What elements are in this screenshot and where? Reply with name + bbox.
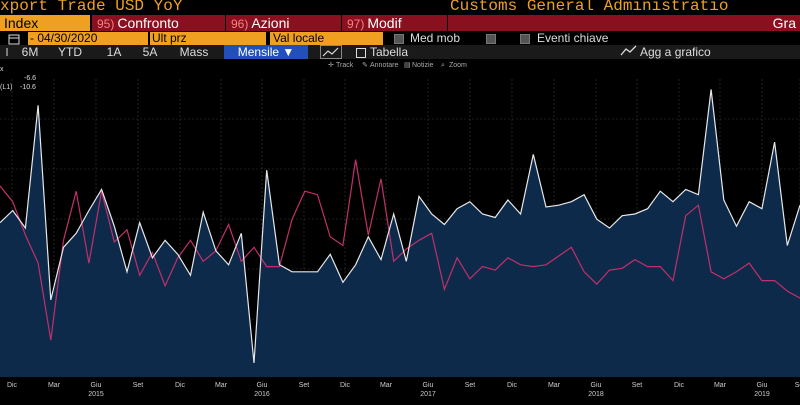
annotate-icon: ✎	[362, 62, 368, 69]
moving-average-checkbox[interactable]	[394, 34, 404, 44]
period-scroll-left-icon[interactable]	[0, 45, 12, 59]
series-title: xport Trade USD YoY	[0, 0, 183, 15]
zoom-label: Zoom	[449, 62, 467, 69]
table-button[interactable]: Tabella	[350, 45, 414, 59]
x-tick-label: Dic	[175, 382, 186, 389]
chart-menu-label: Gra	[772, 15, 796, 31]
x-tick-label: Giu	[591, 382, 602, 389]
legend-line1-prefix: x	[0, 66, 4, 73]
end-date-field[interactable]: - 04/30/2020	[28, 32, 148, 45]
area-series	[0, 89, 800, 377]
add-to-chart-button[interactable]: Agg a grafico	[640, 45, 711, 59]
actions-menu-button[interactable]: 96) Azioni	[226, 15, 341, 31]
x-tick-label: Dic	[340, 382, 351, 389]
x-year-label: 2019	[754, 391, 770, 398]
x-tick-label: Giu	[91, 382, 102, 389]
x-tick-label: Mar	[548, 382, 561, 389]
x-tick-label: Set	[795, 382, 800, 389]
table-label: Tabella	[369, 45, 409, 59]
line-chart[interactable]: Dic Mar Giu Set Dic Mar Giu Set Dic Mar Giu Set Dic M…	[0, 59, 800, 400]
x-tick-label: Mar	[48, 382, 61, 389]
x-tick-label: Mar	[215, 382, 228, 389]
series-source: Customs General Administratio	[450, 0, 729, 15]
annotate-tool[interactable]: ✎ Annotare	[362, 62, 399, 69]
period-ytd-button[interactable]: YTD	[58, 45, 82, 59]
x-tick-label: Dic	[7, 382, 18, 389]
news-icon: ▤	[404, 62, 411, 69]
currency-select[interactable]: Val locale	[270, 32, 383, 45]
chart-legend: x -6.6 (L1) -10.6	[0, 66, 36, 91]
period-max-button[interactable]: Mass	[179, 45, 209, 59]
chart-area[interactable]: Dic Mar Giu Set Dic Mar Giu Set Dic Mar Giu Set Dic M…	[0, 59, 800, 400]
key-events-checkbox[interactable]	[520, 34, 530, 44]
x-tick-label: Mar	[714, 382, 727, 389]
index-label: Index	[4, 15, 39, 31]
chart-menu-button[interactable]: Gra	[448, 15, 800, 31]
track-label: Track	[336, 62, 354, 69]
x-tick-label: Set	[299, 382, 310, 389]
frequency-select[interactable]: Mensile ▼	[224, 45, 308, 59]
actions-menu-label: Azioni	[251, 15, 290, 31]
compare-menu-button[interactable]: 95) Confronto	[92, 15, 225, 31]
x-year-label: 2018	[588, 391, 604, 398]
zoom-tool[interactable]: ⌕ Zoom	[441, 62, 467, 69]
edit-menu-label: Modif	[367, 15, 402, 31]
legend-line2-prefix: (L1)	[0, 84, 12, 91]
price-field-select[interactable]: Ult prz	[150, 32, 266, 45]
x-tick-label: Giu	[757, 382, 768, 389]
table-icon	[355, 47, 366, 58]
x-axis: Dic Mar Giu Set Dic Mar Giu Set Dic Mar Giu Set Dic M…	[7, 382, 800, 398]
x-year-label: 2015	[88, 391, 104, 398]
edit-menu-button[interactable]: 97) Modif	[342, 15, 447, 31]
x-tick-label: Set	[632, 382, 643, 389]
compare-menu-label: Confronto	[117, 15, 179, 31]
x-tick-label: Set	[133, 382, 144, 389]
legend-line1-value: -6.6	[24, 75, 36, 82]
white-series-line	[0, 89, 800, 364]
x-tick-label: Giu	[423, 382, 434, 389]
white-series-area-fill	[0, 89, 800, 377]
title-bar: xport Trade USD YoY Customs General Admi…	[0, 0, 800, 15]
x-year-label: 2016	[254, 391, 270, 398]
legend-line2-value: -10.6	[20, 84, 36, 91]
zoom-icon: ⌕	[441, 62, 445, 69]
chart-toolbar: ✛ Track ✎ Annotare ▤ Notizie ⌕ Zoom	[328, 61, 467, 69]
annotate-label: Annotare	[370, 62, 399, 69]
index-tab[interactable]: Index	[0, 15, 90, 31]
actions-menu-number: 96)	[231, 17, 249, 31]
track-tool[interactable]: ✛ Track	[328, 61, 354, 69]
news-label: Notizie	[412, 62, 434, 69]
controls-bar: - 04/30/2020 Ult prz Val locale Med mob …	[0, 32, 800, 45]
x-year-label: 2017	[420, 391, 436, 398]
track-icon: ✛	[328, 61, 334, 69]
key-events-check-indicator[interactable]	[486, 34, 496, 44]
x-tick-label: Giu	[257, 382, 268, 389]
key-events-label: Eventi chiave	[537, 31, 609, 45]
x-tick-label: Mar	[380, 382, 393, 389]
x-tick-label: Dic	[507, 382, 518, 389]
period-6m-button[interactable]: 6M	[21, 45, 39, 59]
x-tick-label: Dic	[674, 382, 685, 389]
edit-menu-number: 97)	[347, 17, 365, 31]
news-tool[interactable]: ▤ Notizie	[404, 62, 434, 69]
period-5y-button[interactable]: 5A	[142, 45, 158, 59]
period-bar: 6M YTD 1A 5A Mass Mensile ▼ Tabella Agg …	[0, 45, 800, 59]
compare-menu-number: 95)	[97, 17, 115, 31]
x-tick-label: Set	[465, 382, 476, 389]
moving-average-label: Med mob	[410, 31, 461, 45]
line-chart-icon[interactable]	[320, 45, 342, 59]
magenta-series-line	[0, 159, 800, 341]
add-to-chart-icon[interactable]	[618, 45, 640, 59]
calendar-icon[interactable]	[2, 32, 26, 45]
menu-bar: Index 95) Confronto 96) Azioni 97) Modif Gr…	[0, 14, 800, 32]
period-1y-button[interactable]: 1A	[106, 45, 122, 59]
